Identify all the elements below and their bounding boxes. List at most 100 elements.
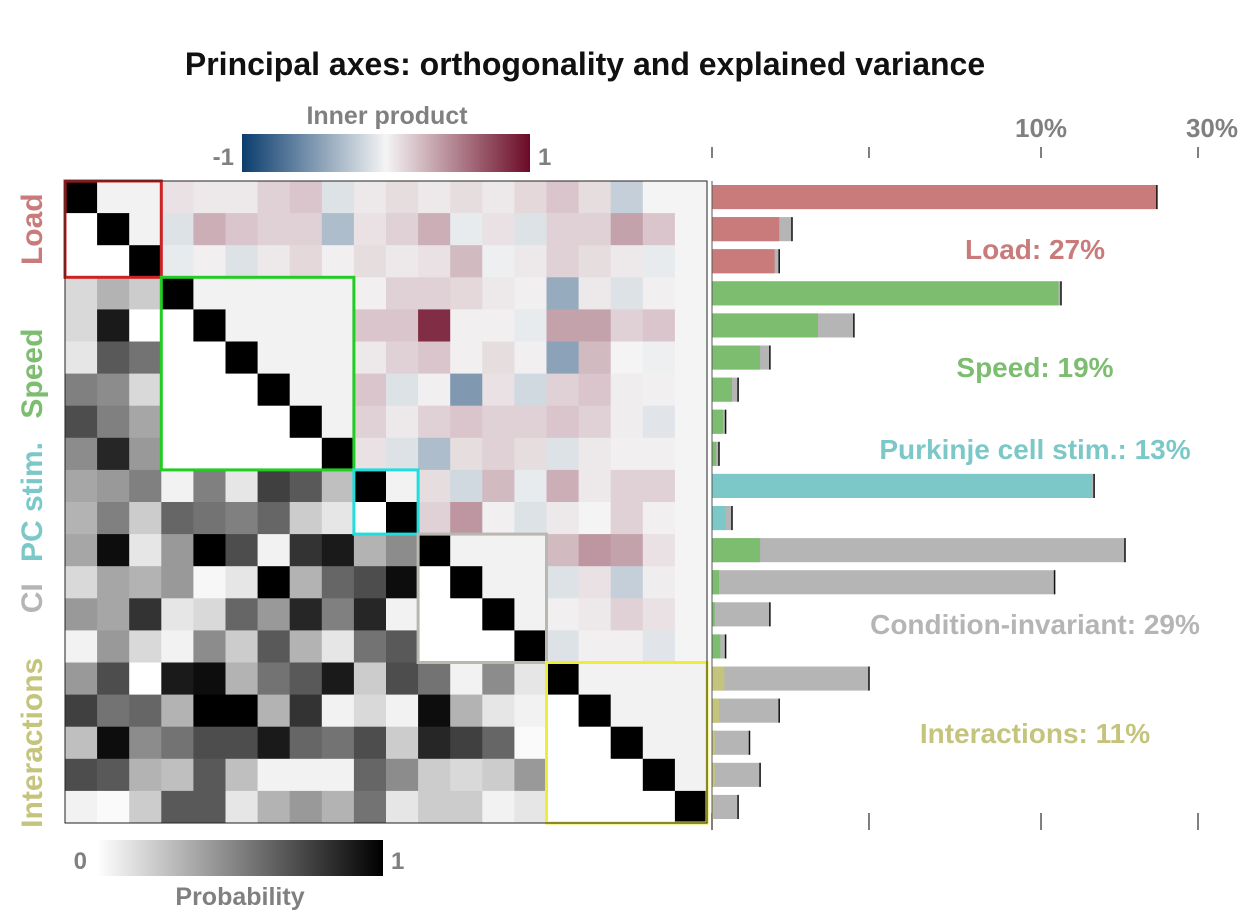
matrix-cell (450, 373, 483, 407)
matrix-cell (321, 790, 355, 824)
matrix-cell (65, 309, 98, 342)
matrix-cell (514, 469, 547, 503)
matrix-cell (450, 405, 483, 439)
matrix-cell (289, 341, 323, 374)
matrix-cell (578, 181, 612, 214)
matrix-cell (257, 758, 291, 792)
matrix-cell (546, 437, 579, 471)
matrix-cell (482, 309, 515, 342)
matrix-cell (97, 341, 130, 374)
matrix-cell (289, 437, 323, 471)
matrix-cell (353, 309, 387, 342)
group-total-label: Speed: 19% (956, 352, 1113, 383)
matrix-cell (674, 758, 708, 792)
matrix-cell (193, 534, 226, 567)
upper-colorbar-title: Inner product (306, 102, 468, 130)
variance-bar (712, 185, 1157, 210)
matrix-cell (642, 309, 676, 342)
lower-colorbar-title: Probability (175, 883, 304, 910)
matrix-cell (674, 309, 708, 342)
matrix-cell (610, 534, 644, 567)
matrix-cell (546, 469, 579, 503)
variance-bar (712, 538, 761, 563)
matrix-cell (257, 245, 291, 278)
group-box (416, 532, 548, 664)
matrix-cell (674, 630, 708, 663)
matrix-cell (289, 726, 323, 760)
matrix-cell (674, 245, 708, 278)
matrix-cell (257, 662, 291, 695)
variance-bar-total (712, 762, 761, 787)
variance-bar (712, 666, 725, 691)
matrix-cell (161, 405, 194, 439)
matrix-cell (161, 213, 194, 246)
group-label: CI (16, 583, 49, 613)
matrix-cell (129, 534, 162, 567)
matrix-cell (321, 502, 355, 535)
matrix-cell (642, 405, 676, 439)
matrix-cell (321, 245, 355, 278)
matrix-cell (289, 181, 323, 214)
matrix-cell (161, 790, 194, 824)
matrix-cell (642, 758, 676, 792)
matrix-cell (450, 245, 483, 278)
matrix-cell (610, 598, 644, 631)
matrix-cell (418, 245, 451, 278)
group-labels: Load Speed PC stim. CI Interactions (16, 193, 49, 827)
matrix-cell (418, 469, 451, 503)
variance-bar-total (712, 570, 1055, 595)
matrix-cell (321, 277, 355, 310)
matrix-cell (674, 405, 708, 439)
matrix-frame (64, 180, 708, 824)
matrix-cell (386, 341, 419, 374)
matrix-cell (129, 277, 162, 310)
matrix-cell (225, 213, 258, 246)
matrix-cell (674, 277, 708, 310)
matrix-cell (674, 790, 708, 824)
matrix-cell (546, 213, 579, 246)
matrix-cell (97, 213, 130, 246)
matrix-cell (610, 181, 644, 214)
matrix-cell (482, 341, 515, 374)
matrix-cell (193, 213, 226, 246)
matrix-cell (257, 309, 291, 342)
matrix-cell (225, 181, 258, 214)
matrix-cell (482, 534, 515, 567)
matrix-cell (257, 598, 291, 631)
matrix-cell (674, 341, 708, 374)
variance-bar (712, 602, 715, 627)
matrix-cell (546, 373, 579, 407)
lower-colorbar-max-label: 1 (391, 848, 404, 875)
matrix-cell (289, 758, 323, 792)
matrix-cell (257, 405, 291, 439)
group-total-label: Interactions: 11% (920, 718, 1150, 749)
matrix-cell (129, 790, 162, 824)
matrix-cell (546, 790, 579, 824)
matrix-cell (546, 726, 579, 760)
matrix-cell (129, 694, 162, 728)
matrix-cell (482, 566, 515, 599)
matrix-cell (289, 694, 323, 728)
matrix-cell (193, 502, 226, 535)
matrix-cell (321, 694, 355, 728)
variance-bar (712, 473, 1093, 498)
matrix-cell (610, 790, 644, 824)
matrix-cell (386, 309, 419, 342)
matrix-cell (578, 758, 612, 792)
matrix-cell (65, 405, 98, 439)
variance-bar (712, 698, 719, 723)
matrix-cell (450, 790, 483, 824)
matrix-cell (418, 309, 451, 342)
matrix-cell (129, 181, 162, 214)
variance-bar-total (712, 730, 750, 755)
matrix-cell (546, 630, 579, 663)
matrix-cell (225, 598, 258, 631)
matrix-cell (610, 566, 644, 599)
variance-axis: 10% 30% (711, 113, 1238, 830)
matrix-cell (129, 437, 162, 471)
matrix-cell (514, 213, 547, 246)
matrix-cell (642, 181, 676, 214)
matrix-cell (353, 694, 387, 728)
matrix-cell (482, 405, 515, 439)
matrix-cell (674, 502, 708, 535)
